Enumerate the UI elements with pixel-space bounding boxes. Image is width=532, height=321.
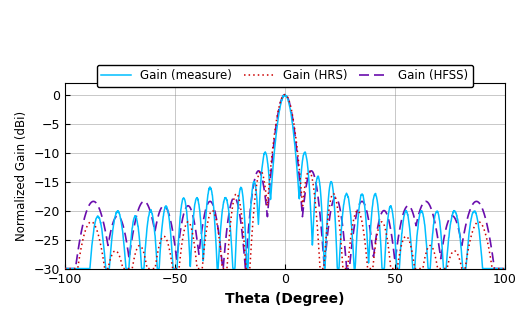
Line: Gain (measure): Gain (measure) <box>65 95 505 269</box>
Gain (HRS) <box>489 267 496 271</box>
Gain (measure) <box>84 267 90 271</box>
Gain (HRS) <box>281 93 288 97</box>
Gain (HRS) <box>409 248 415 252</box>
Gain (HFSS) <box>489 252 495 256</box>
Line: Gain (HFSS): Gain (HFSS) <box>65 95 505 269</box>
X-axis label: Theta (Degree): Theta (Degree) <box>225 292 345 306</box>
Gain (measure) <box>489 267 495 271</box>
Gain (HFSS) <box>489 253 496 257</box>
Gain (measure) <box>502 267 508 271</box>
Gain (measure) <box>281 93 288 97</box>
Gain (HRS) <box>84 224 90 228</box>
Gain (HRS) <box>489 267 495 271</box>
Gain (HFSS) <box>409 208 415 212</box>
Gain (measure) <box>276 112 282 116</box>
Gain (HRS) <box>502 267 508 271</box>
Gain (HFSS) <box>502 267 508 271</box>
Gain (HRS) <box>62 267 68 271</box>
Gain (measure) <box>409 250 415 254</box>
Gain (HFSS) <box>281 93 288 97</box>
Gain (HRS) <box>276 106 282 110</box>
Gain (HFSS) <box>62 267 68 271</box>
Gain (measure) <box>264 158 270 162</box>
Gain (measure) <box>489 267 496 271</box>
Gain (HFSS) <box>84 207 90 211</box>
Legend: Gain (measure), Gain (HRS), Gain (HFSS): Gain (measure), Gain (HRS), Gain (HFSS) <box>97 65 473 87</box>
Gain (HFSS) <box>264 213 270 216</box>
Gain (measure) <box>62 267 68 271</box>
Gain (HFSS) <box>276 107 282 111</box>
Gain (HRS) <box>264 204 270 208</box>
Line: Gain (HRS): Gain (HRS) <box>65 95 505 269</box>
Y-axis label: Normalized Gain (dBi): Normalized Gain (dBi) <box>15 111 28 241</box>
